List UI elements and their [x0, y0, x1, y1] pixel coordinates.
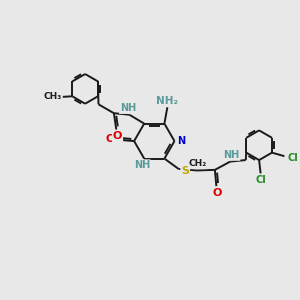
Text: NH: NH: [224, 150, 240, 160]
Text: O: O: [213, 188, 222, 198]
Text: S: S: [181, 166, 189, 176]
Text: NH: NH: [134, 160, 150, 170]
Text: CH₂: CH₂: [188, 159, 207, 168]
Text: Cl: Cl: [287, 153, 298, 163]
Text: O: O: [105, 134, 115, 144]
Text: NH₂: NH₂: [156, 96, 178, 106]
Text: N: N: [177, 136, 185, 146]
Text: NH: NH: [120, 103, 136, 113]
Text: Cl: Cl: [256, 175, 267, 185]
Text: O: O: [113, 131, 122, 141]
Text: CH₃: CH₃: [44, 92, 62, 101]
